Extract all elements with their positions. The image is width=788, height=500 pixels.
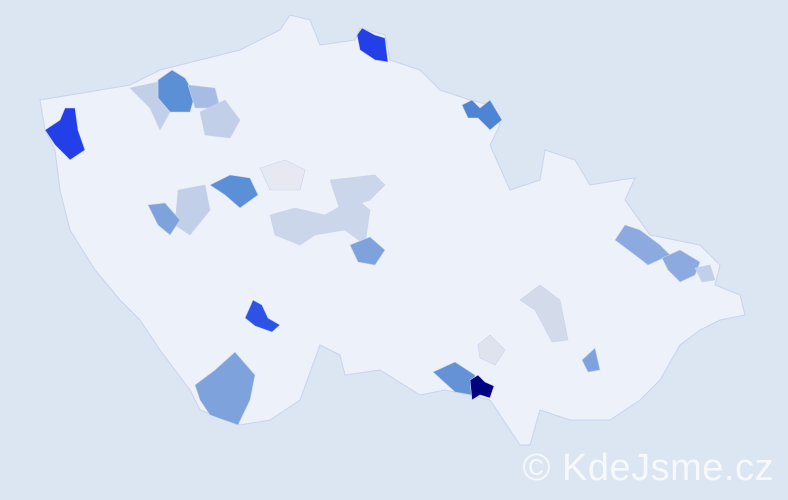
district[interactable] bbox=[349, 236, 386, 266]
district[interactable] bbox=[661, 249, 701, 283]
district[interactable] bbox=[194, 351, 256, 426]
district[interactable] bbox=[329, 174, 386, 211]
district[interactable] bbox=[244, 299, 281, 333]
district[interactable] bbox=[147, 202, 181, 236]
district[interactable] bbox=[581, 347, 601, 373]
district[interactable] bbox=[356, 27, 389, 63]
watermark: © KdeJsme.cz bbox=[522, 447, 774, 489]
district[interactable] bbox=[44, 107, 86, 161]
district[interactable] bbox=[209, 174, 259, 209]
district[interactable] bbox=[259, 159, 306, 191]
district[interactable] bbox=[461, 99, 503, 131]
district[interactable] bbox=[199, 99, 241, 139]
district-layer bbox=[44, 27, 716, 426]
district[interactable] bbox=[519, 284, 569, 343]
district[interactable] bbox=[129, 81, 171, 131]
district[interactable] bbox=[614, 224, 671, 266]
district[interactable] bbox=[469, 374, 495, 401]
district[interactable] bbox=[694, 264, 716, 283]
district[interactable] bbox=[477, 334, 506, 366]
